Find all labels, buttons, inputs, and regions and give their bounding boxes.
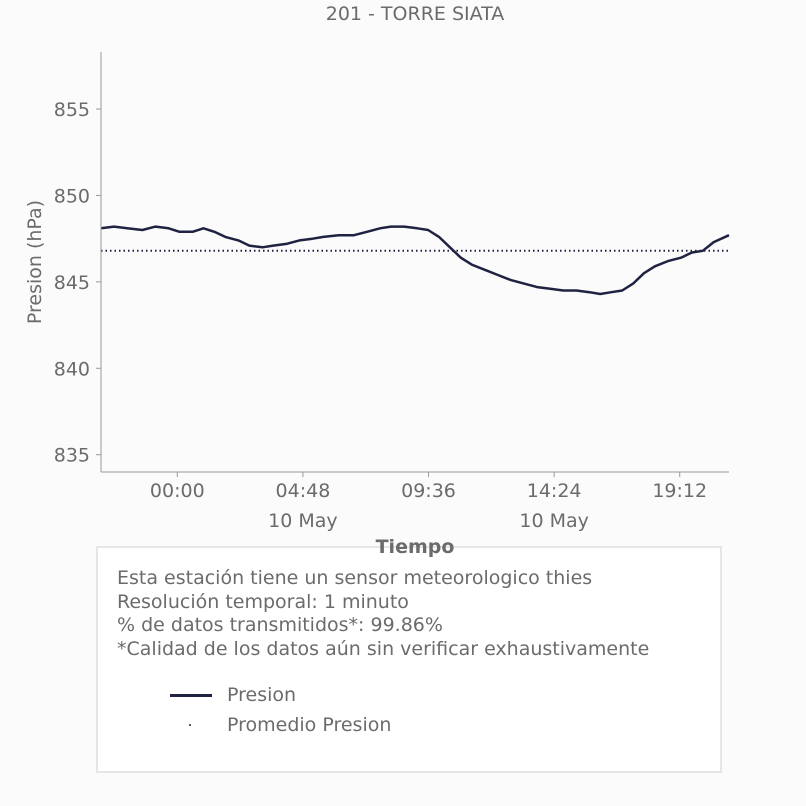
- y-axis-title: Presion (hPa): [24, 200, 46, 324]
- legend-label: Promedio Presion: [227, 714, 392, 736]
- x-tick-date-label: 10 May: [519, 510, 589, 532]
- chart-title: 201 - TORRE SIATA: [326, 3, 505, 25]
- pressure-line: [100, 225, 730, 296]
- legend: Presion Promedio Presion: [168, 680, 391, 740]
- plot-area: [100, 225, 730, 296]
- y-tick-label: 850: [54, 185, 90, 207]
- legend-line-swatch: [168, 685, 214, 705]
- y-tick-label: 835: [54, 445, 90, 467]
- x-ticks: 00:00 04:48 10 May 09:36 14:24 10 May 19:12: [150, 472, 707, 532]
- x-tick-label: 00:00: [150, 480, 205, 502]
- x-tick-date-label: 10 May: [268, 510, 338, 532]
- x-tick-label: 14:24: [527, 480, 582, 502]
- y-tick-label: 840: [54, 358, 90, 380]
- info-box: Esta estación tiene un sensor meteorolog…: [96, 546, 722, 773]
- x-tick-label: 04:48: [276, 480, 331, 502]
- info-line-transmitted: % de datos transmitidos*: 99.86%: [117, 614, 443, 636]
- y-tick-label: 845: [54, 272, 90, 294]
- y-ticks: 835 840 845 850 855: [54, 99, 101, 467]
- info-line-quality-note: *Calidad de los datos aún sin verificar …: [117, 637, 650, 660]
- info-line-resolution: Resolución temporal: 1 minuto: [117, 590, 409, 613]
- legend-label: Presion: [227, 684, 297, 706]
- legend-dot-swatch: [168, 715, 214, 735]
- legend-item-presion: Presion: [168, 680, 391, 710]
- info-text: Esta estación tiene un sensor meteorolog…: [117, 567, 649, 661]
- info-line-sensor: Esta estación tiene un sensor meteorolog…: [117, 567, 593, 589]
- legend-item-promedio-presion: Promedio Presion: [168, 710, 391, 740]
- x-tick-label: 19:12: [652, 480, 707, 502]
- y-tick-label: 855: [54, 99, 90, 121]
- x-tick-label: 09:36: [401, 480, 456, 502]
